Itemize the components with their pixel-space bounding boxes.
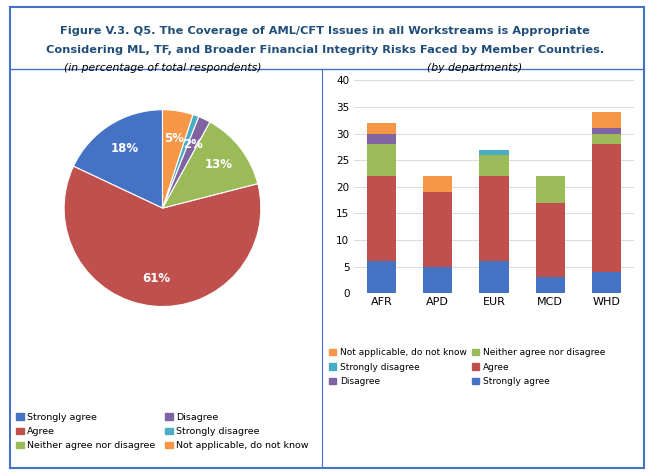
Bar xyxy=(480,176,508,261)
Wedge shape xyxy=(162,110,193,208)
Bar xyxy=(423,267,452,293)
Wedge shape xyxy=(64,166,261,307)
Bar xyxy=(367,133,396,144)
Bar xyxy=(536,176,565,203)
Bar xyxy=(592,112,621,128)
Wedge shape xyxy=(162,117,210,208)
Bar xyxy=(367,176,396,261)
Text: Considering ML, TF, and Broader Financial Integrity Risks Faced by Member Countr: Considering ML, TF, and Broader Financia… xyxy=(46,44,604,55)
Wedge shape xyxy=(162,122,258,208)
Text: 2%: 2% xyxy=(183,138,203,150)
Text: (in percentage of total respondents): (in percentage of total respondents) xyxy=(64,63,261,73)
Bar xyxy=(480,149,508,155)
Bar xyxy=(480,261,508,293)
Text: 61%: 61% xyxy=(142,272,170,285)
Bar xyxy=(480,155,508,176)
Wedge shape xyxy=(73,110,162,208)
Bar xyxy=(367,261,396,293)
Text: 18%: 18% xyxy=(111,142,138,155)
Bar xyxy=(592,128,621,133)
Bar xyxy=(536,277,565,293)
Text: 13%: 13% xyxy=(205,158,233,171)
Legend: Strongly agree, Agree, Neither agree nor disagree, Disagree, Strongly disagree, : Strongly agree, Agree, Neither agree nor… xyxy=(12,409,313,454)
Bar xyxy=(367,123,396,133)
Text: Figure V.3. Q5. The Coverage of AML/CFT Issues in all Workstreams is Appropriate: Figure V.3. Q5. The Coverage of AML/CFT … xyxy=(60,26,590,36)
Bar xyxy=(423,176,452,192)
Bar xyxy=(367,144,396,176)
Bar xyxy=(592,144,621,272)
Text: 5%: 5% xyxy=(164,131,183,145)
Bar xyxy=(536,203,565,277)
Wedge shape xyxy=(162,114,199,208)
Bar xyxy=(423,192,452,267)
Legend: Not applicable, do not know, Strongly disagree, Disagree, Neither agree nor disa: Not applicable, do not know, Strongly di… xyxy=(325,345,609,390)
Bar xyxy=(592,272,621,293)
Bar xyxy=(592,133,621,144)
Text: (by departments): (by departments) xyxy=(427,63,522,73)
